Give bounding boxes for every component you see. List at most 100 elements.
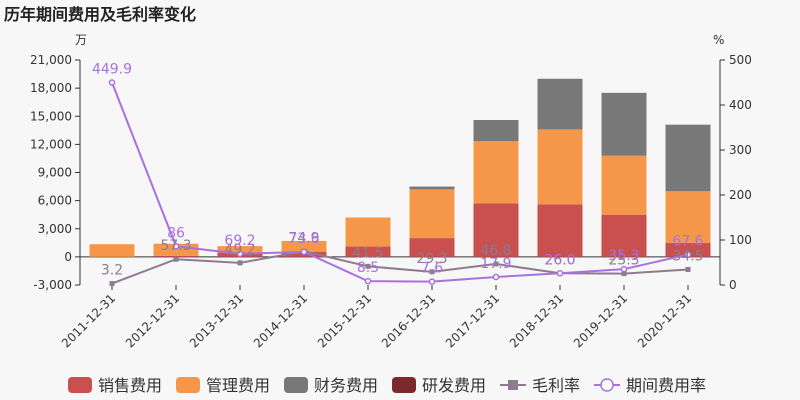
marker-1-2 — [236, 250, 244, 258]
legend-swatch-3 — [392, 377, 416, 393]
legend-label-2: 财务费用 — [314, 376, 378, 395]
left-tick-label: -3,000 — [33, 278, 72, 292]
lines — [108, 79, 692, 287]
x-tick-label: 2017-12-31 — [443, 291, 502, 350]
legend-label-0: 销售费用 — [98, 376, 162, 395]
x-tick-label: 2014-12-31 — [251, 291, 310, 350]
bar-0-9 — [665, 242, 711, 257]
right-tick-label: 300 — [729, 143, 752, 157]
point-label-1-8: 35.3 — [608, 248, 639, 264]
bar-0-7 — [537, 204, 583, 257]
legend-label-4: 毛利率 — [532, 376, 580, 395]
line-1 — [111, 82, 689, 283]
point-label-0-9: 34.5 — [672, 248, 703, 264]
point-label-1-0: 449.9 — [92, 62, 132, 78]
point-label-1-2: 69.2 — [224, 233, 255, 249]
legend-swatch-0 — [68, 377, 92, 393]
left-tick-label: 0 — [64, 250, 72, 264]
marker-0-9 — [685, 266, 691, 272]
left-tick-label: 15,000 — [30, 109, 72, 123]
bar-2-7 — [537, 78, 583, 130]
bar-1-9 — [665, 191, 711, 243]
marker-1-4 — [364, 277, 372, 285]
x-tick-label: 2015-12-31 — [315, 291, 374, 350]
marker-0-4 — [365, 263, 371, 269]
point-label-1-5: 7.6 — [421, 261, 443, 277]
legend: 销售费用 管理费用 财务费用 研发费用 毛利率 期间费用率 — [68, 376, 706, 395]
bar-1-6 — [473, 141, 519, 204]
marker-1-1 — [172, 243, 180, 250]
marker-1-3 — [300, 248, 308, 256]
marker-1-7 — [556, 270, 564, 277]
point-label-0-1: 57.3 — [160, 238, 191, 254]
right-tick-label: 500 — [729, 53, 752, 67]
right-tick-label: 100 — [729, 233, 752, 247]
point-label-0-2: 49.2 — [224, 242, 255, 258]
marker-1-8 — [620, 265, 628, 273]
marker-1-0 — [108, 79, 116, 86]
bar-2-8 — [601, 92, 647, 156]
x-tick-label: 2013-12-31 — [187, 291, 246, 350]
legend-marker-5 — [600, 378, 614, 392]
marker-0-5 — [429, 269, 435, 275]
bar-2-9 — [665, 124, 711, 192]
bar-1-7 — [537, 129, 583, 205]
x-tick-label: 2011-12-31 — [59, 291, 118, 350]
left-tick-label: 3,000 — [38, 222, 72, 236]
bar-1-8 — [601, 155, 647, 215]
point-label-1-4: 8.5 — [357, 260, 379, 276]
legend-label-3: 研发费用 — [422, 376, 486, 395]
bar-1-5 — [409, 189, 455, 239]
point-label-0-6: 46.8 — [480, 243, 511, 259]
point-label-0-4: 41.5 — [352, 245, 383, 261]
left-axis-unit: 万 — [75, 33, 87, 47]
marker-0-6 — [493, 261, 499, 267]
point-label-1-9: 67.6 — [672, 234, 703, 250]
chart-title: 历年期间费用及毛利率变化 — [4, 5, 196, 24]
right-tick-label: 0 — [729, 278, 737, 292]
bar-1-2 — [217, 246, 263, 253]
point-label-0-0: 3.2 — [101, 263, 123, 279]
marker-0-2 — [237, 260, 243, 266]
right-tick-label: 200 — [729, 188, 752, 202]
legend-label-5: 期间费用率 — [626, 376, 706, 395]
bar-0-1 — [153, 255, 199, 257]
bar-1-0 — [89, 244, 135, 257]
point-label-1-7: 26.0 — [544, 252, 575, 268]
point-label-1-6: 17.9 — [480, 256, 511, 272]
bar-0-4 — [345, 246, 391, 257]
left-tick-label: 6,000 — [38, 194, 72, 208]
left-tick-label: 12,000 — [30, 137, 72, 151]
legend-swatch-2 — [284, 377, 308, 393]
marker-1-6 — [492, 273, 500, 281]
bar-0-8 — [601, 214, 647, 257]
legend-swatch-1 — [176, 377, 200, 393]
x-tick-label: 2019-12-31 — [571, 291, 630, 350]
point-label-0-5: 29.3 — [416, 251, 447, 267]
point-label-1-3: 73.6 — [288, 231, 319, 247]
legend-marker-4 — [508, 380, 518, 390]
line-0 — [111, 250, 689, 285]
marker-0-8 — [621, 271, 627, 277]
point-label-0-8: 25.3 — [608, 253, 639, 269]
right-axis-unit: % — [713, 33, 724, 47]
x-tick-label: 2018-12-31 — [507, 291, 566, 350]
marker-1-9 — [684, 251, 692, 258]
bar-2-5 — [409, 186, 455, 190]
point-labels: 3.2 57.3 49.2 74.9 41.5 29.3 46.8 26.0 25.3 34.5 4… — [92, 62, 704, 279]
left-tick-label: 9,000 — [38, 166, 72, 180]
x-tick-label: 2020-12-31 — [635, 291, 694, 350]
x-tick-label: 2012-12-31 — [123, 291, 182, 350]
marker-0-0 — [109, 281, 115, 287]
right-tick-label: 400 — [729, 98, 752, 112]
marker-0-1 — [173, 256, 179, 262]
bar-1-4 — [345, 217, 391, 247]
marker-1-5 — [428, 278, 436, 285]
bar-0-6 — [473, 203, 519, 257]
point-label-1-1: 86 — [167, 225, 185, 241]
bar-0-5 — [409, 238, 455, 257]
x-tick-label: 2016-12-31 — [379, 291, 438, 350]
legend-label-1: 管理费用 — [206, 376, 270, 395]
bar-2-6 — [473, 120, 519, 142]
